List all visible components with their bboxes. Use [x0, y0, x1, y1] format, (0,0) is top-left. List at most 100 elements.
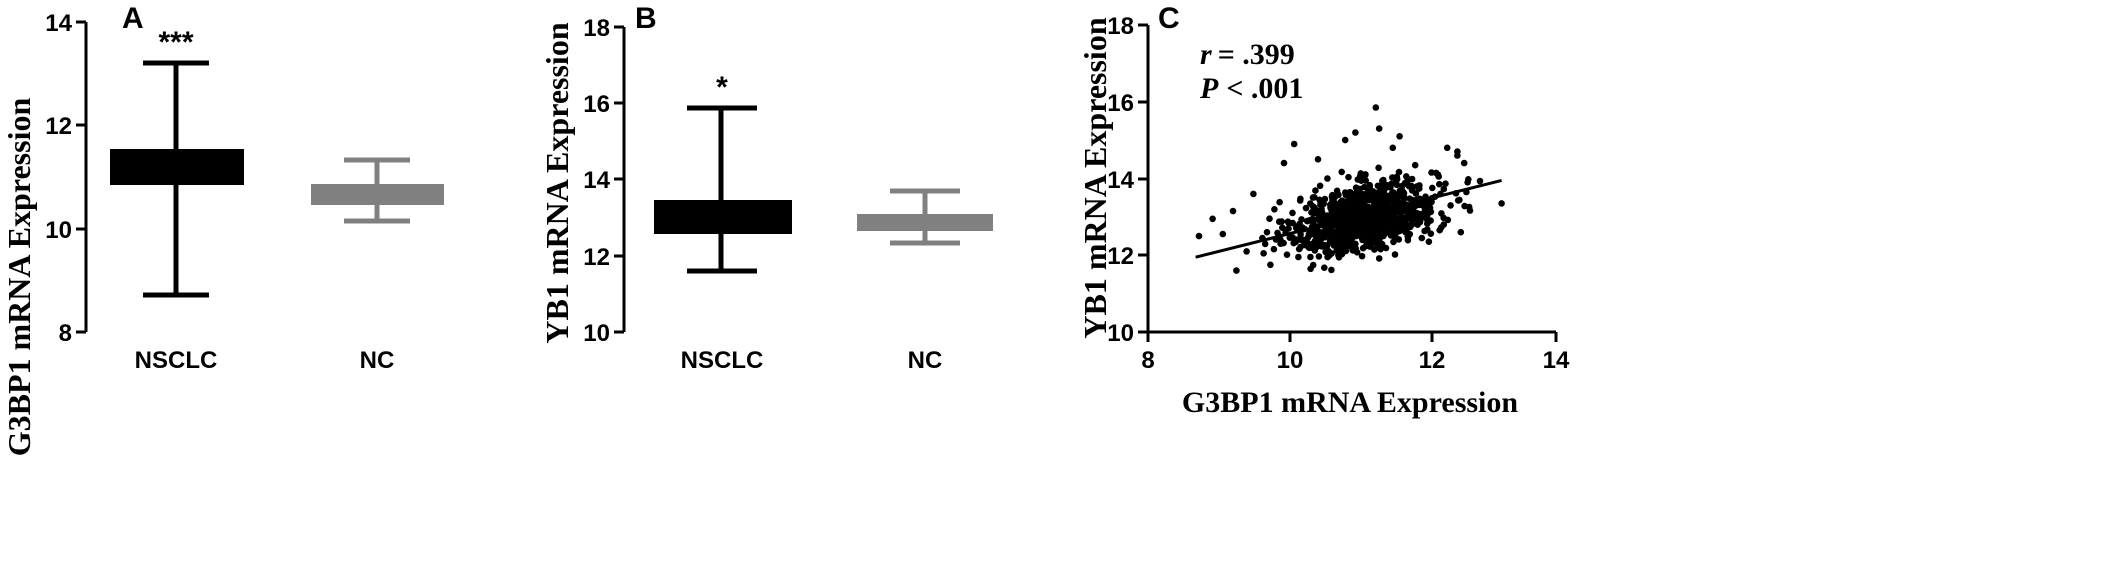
scatter-point — [1357, 223, 1365, 231]
panel-b-ytick-label: 16 — [583, 91, 610, 118]
scatter-point — [1340, 226, 1348, 233]
scatter-point — [1298, 236, 1306, 244]
panel-c-ytick-label: 18 — [1107, 13, 1134, 40]
scatter-point — [1195, 232, 1203, 240]
scatter-point — [1274, 229, 1281, 237]
panel-c-xlabel: G3BP1 mRNA Expression — [1182, 386, 1518, 419]
scatter-point — [1391, 233, 1399, 240]
scatter-point — [1332, 209, 1340, 216]
scatter-point — [1391, 251, 1399, 258]
scatter-point — [1357, 233, 1365, 240]
scatter-point — [1457, 228, 1465, 236]
scatter-point — [1289, 209, 1296, 217]
scatter-point — [1348, 204, 1356, 212]
panel-b-ytick-label: 10 — [583, 320, 610, 347]
scatter-point — [1388, 195, 1396, 202]
scatter-point — [1404, 175, 1412, 183]
scatter-point — [1270, 245, 1278, 253]
panel-a-ylabel: G3BP1 mRNA Expression — [1, 98, 37, 457]
panel-a-box — [110, 149, 244, 185]
scatter-point — [1440, 185, 1448, 193]
scatter-point — [1261, 240, 1269, 248]
scatter-point — [1292, 224, 1300, 232]
panel-b: B YB1 mRNA Expression 18 16 14 12 10 * N… — [539, 2, 993, 374]
scatter-point — [1250, 190, 1257, 198]
scatter-point — [1395, 168, 1403, 176]
panel-c-label: C — [1158, 2, 1180, 35]
scatter-point — [1316, 217, 1323, 224]
scatter-point — [1464, 179, 1471, 186]
scatter-point — [1428, 198, 1435, 206]
panel-c-r-symbol: r — [1200, 38, 1212, 71]
scatter-point — [1375, 125, 1383, 132]
scatter-point — [1328, 266, 1335, 274]
scatter-point — [1424, 226, 1431, 233]
scatter-point — [1311, 194, 1318, 201]
scatter-point — [1277, 240, 1284, 247]
scatter-point — [1389, 174, 1396, 181]
scatter-point — [1385, 223, 1393, 230]
scatter-point — [1317, 199, 1324, 207]
scatter-point — [1312, 187, 1319, 194]
panel-c-r-stat: r = .399 — [1200, 38, 1295, 71]
panel-b-xtick-label: NSCLC — [681, 347, 764, 374]
scatter-point — [1338, 168, 1345, 176]
scatter-point — [1454, 152, 1461, 159]
panel-c-xtick-label: 14 — [1543, 347, 1570, 374]
panel-c-ytick-label: 10 — [1107, 320, 1134, 347]
scatter-point — [1418, 234, 1426, 242]
scatter-point — [1341, 136, 1349, 144]
scatter-point — [1368, 234, 1376, 242]
scatter-point — [1260, 250, 1267, 257]
scatter-point — [1442, 180, 1449, 187]
scatter-point — [1310, 220, 1317, 227]
scatter-point — [1436, 180, 1443, 188]
panel-b-box — [654, 200, 792, 234]
panel-b-label: B — [635, 2, 657, 35]
scatter-point — [1326, 227, 1333, 234]
panel-a-label: A — [122, 2, 144, 35]
scatter-point — [1314, 156, 1322, 163]
scatter-point — [1345, 194, 1353, 202]
scatter-point — [1309, 203, 1317, 210]
scatter-point — [1429, 184, 1436, 192]
scatter-point — [1296, 197, 1304, 204]
scatter-point — [1358, 252, 1366, 260]
scatter-point — [1345, 173, 1352, 181]
scatter-point — [1290, 239, 1297, 247]
scatter-point — [1389, 214, 1397, 222]
scatter-point — [1432, 169, 1440, 177]
scatter-point — [1461, 202, 1468, 210]
scatter-point — [1283, 251, 1291, 258]
panel-c-ylabel: YB1 mRNA Expression — [1077, 17, 1113, 338]
scatter-point — [1348, 232, 1356, 240]
scatter-point — [1326, 238, 1334, 245]
scatter-point — [1342, 189, 1349, 196]
scatter-point — [1267, 261, 1274, 269]
scatter-point — [1498, 200, 1505, 207]
scatter-point — [1425, 238, 1433, 245]
panel-a-ytick-label: 10 — [45, 217, 72, 244]
panel-c-regression-line — [1195, 178, 1502, 259]
scatter-point — [1321, 264, 1328, 272]
scatter-point — [1316, 182, 1324, 190]
panel-a-ytick-label: 12 — [45, 113, 72, 140]
scatter-point — [1438, 210, 1445, 217]
scatter-point — [1339, 236, 1347, 244]
scatter-point — [1314, 208, 1322, 216]
scatter-point — [1271, 206, 1278, 213]
scatter-point — [1367, 192, 1374, 200]
scatter-point — [1307, 265, 1314, 273]
panel-c-r-value: = .399 — [1218, 38, 1295, 71]
scatter-point — [1400, 222, 1408, 229]
scatter-point — [1295, 253, 1302, 261]
panel-c-xtick-label: 12 — [1419, 347, 1446, 374]
scatter-point — [1354, 189, 1361, 196]
scatter-point — [1352, 225, 1359, 232]
panel-c-scatter-points — [1195, 104, 1505, 274]
scatter-point — [1411, 161, 1419, 169]
scatter-point — [1377, 245, 1384, 253]
scatter-point — [1307, 253, 1314, 261]
scatter-point — [1314, 230, 1321, 237]
